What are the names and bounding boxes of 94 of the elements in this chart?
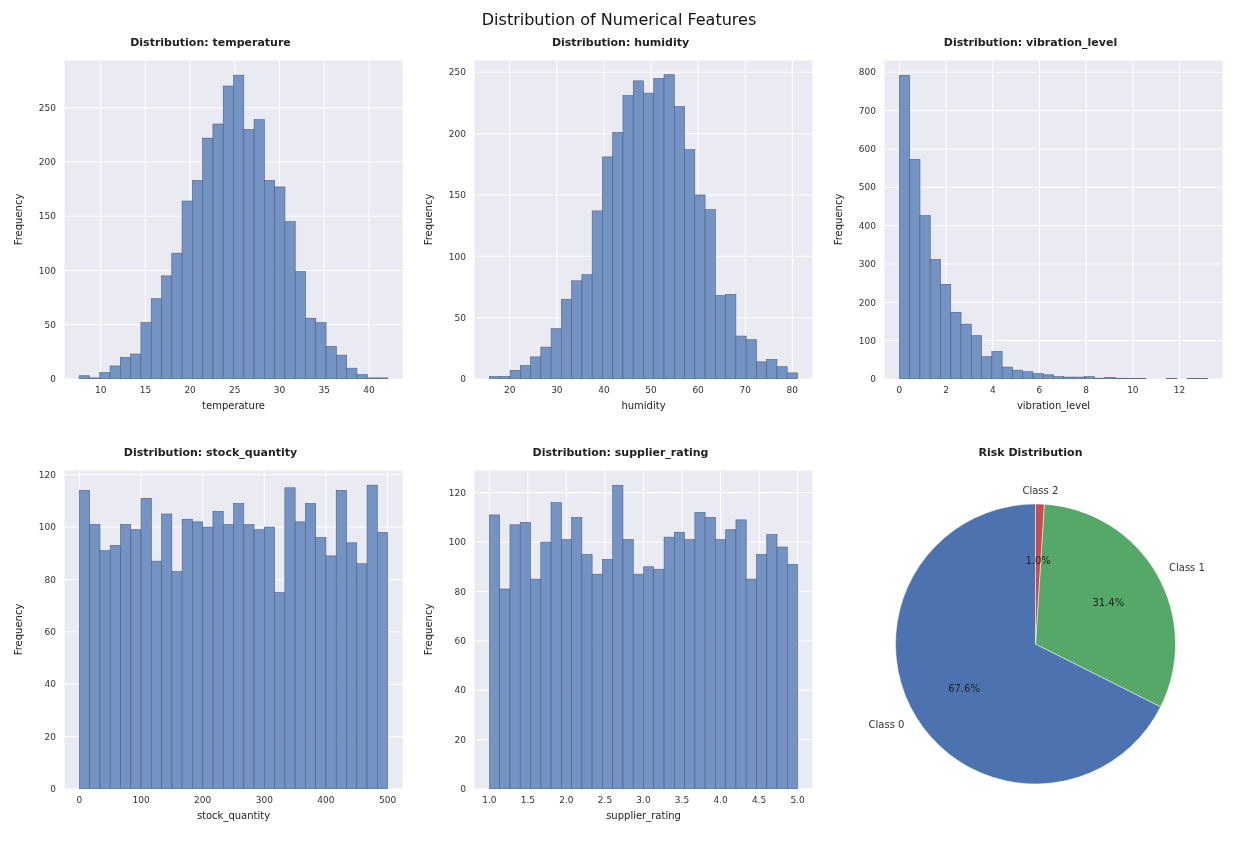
- x-tick-label: 20: [504, 385, 516, 396]
- chart-title: Distribution: humidity: [550, 36, 691, 51]
- y-axis-title: Frequency: [12, 603, 24, 656]
- y-axis-title: Frequency: [422, 603, 434, 656]
- x-tick-label: 20: [184, 385, 197, 396]
- y-tick-label: 0: [460, 374, 467, 385]
- y-tick-label: 250: [38, 102, 57, 113]
- y-tick-label: 40: [44, 679, 57, 690]
- x-tick-label: 15: [139, 385, 152, 396]
- x-tick-label: 70: [739, 385, 752, 396]
- y-tick-label: 80: [454, 586, 467, 597]
- x-axis-title: stock_quantity: [196, 810, 271, 822]
- y-tick-label: 120: [448, 487, 467, 498]
- y-tick-label: 250: [448, 67, 467, 78]
- x-tick-label: 40: [363, 385, 376, 396]
- y-axis-title: Frequency: [422, 193, 434, 246]
- x-tick-label: 300: [255, 795, 274, 806]
- x-tick-label: 3.5: [674, 795, 690, 806]
- x-tick-label: 4.0: [713, 795, 728, 806]
- slice-label: Class 1: [1169, 561, 1205, 573]
- x-tick-label: 40: [598, 385, 610, 396]
- y-tick-label: 200: [858, 297, 877, 308]
- data-label: 31.4%: [1092, 596, 1125, 608]
- y-tick-label: 700: [858, 105, 877, 116]
- x-tick-label: 10: [1127, 385, 1139, 396]
- y-tick-label: 300: [858, 259, 877, 270]
- x-tick-label: 0: [896, 385, 903, 396]
- y-tick-label: 60: [454, 636, 467, 647]
- text: Distribution of Numerical Features: [480, 10, 758, 29]
- y-tick-label: 50: [44, 319, 57, 330]
- x-tick-label: 4: [989, 385, 996, 396]
- x-tick-label: 100: [132, 795, 150, 806]
- x-axis-title: supplier_rating: [606, 810, 681, 822]
- y-tick-label: 100: [38, 265, 57, 276]
- y-tick-label: 200: [38, 157, 57, 168]
- x-tick-label: 500: [379, 795, 397, 806]
- y-tick-label: 80: [44, 574, 57, 585]
- x-tick-label: 400: [317, 795, 335, 806]
- slice-label: Class 2: [1022, 484, 1059, 496]
- y-tick-label: 20: [44, 731, 57, 742]
- chart-title: Distribution: vibration_level: [942, 36, 1119, 51]
- y-axis-title: Frequency: [832, 193, 844, 246]
- y-tick-label: 150: [38, 211, 57, 222]
- y-tick-label: 0: [50, 374, 57, 385]
- y-tick-label: 0: [870, 374, 877, 385]
- chart-title: Distribution: supplier_rating: [531, 446, 710, 461]
- x-tick-label: 60: [692, 385, 705, 396]
- x-axis-title: temperature: [202, 400, 265, 411]
- y-tick-label: 200: [448, 128, 467, 139]
- x-axis-title: humidity: [621, 400, 666, 411]
- x-tick-label: 2.0: [559, 795, 574, 806]
- x-tick-label: 12: [1173, 385, 1186, 396]
- x-tick-label: 0: [76, 795, 83, 806]
- data-label: 67.6%: [948, 682, 980, 694]
- x-tick-label: 200: [194, 795, 212, 806]
- data-label: 1.0%: [1025, 554, 1051, 566]
- chart-title: Distribution: temperature: [129, 36, 292, 51]
- x-tick-label: 4.5: [751, 795, 767, 806]
- y-tick-label: 800: [858, 67, 877, 78]
- x-tick-label: 2.5: [597, 795, 613, 806]
- y-tick-label: 40: [454, 685, 467, 696]
- y-tick-label: 150: [448, 190, 467, 201]
- chart-title: Risk Distribution: [977, 446, 1084, 461]
- y-tick-label: 60: [44, 627, 57, 638]
- x-tick-label: 35: [318, 385, 331, 396]
- y-tick-label: 500: [858, 182, 877, 193]
- x-tick-label: 50: [645, 385, 658, 396]
- slice-label: Class 0: [868, 719, 905, 731]
- y-tick-label: 0: [50, 784, 57, 795]
- x-tick-label: 3.0: [636, 795, 651, 806]
- x-tick-label: 1.0: [482, 795, 497, 806]
- x-tick-label: 2: [943, 385, 949, 396]
- y-tick-label: 400: [858, 220, 877, 231]
- y-tick-label: 120: [38, 469, 57, 480]
- x-tick-label: 6: [1036, 385, 1043, 396]
- x-tick-label: 5.0: [790, 795, 806, 806]
- x-tick-label: 30: [551, 385, 563, 396]
- x-tick-label: 1.5: [520, 795, 536, 806]
- x-tick-label: 80: [786, 385, 799, 396]
- x-tick-label: 30: [273, 385, 286, 396]
- y-tick-label: 20: [454, 734, 467, 745]
- y-tick-label: 100: [448, 251, 467, 262]
- y-tick-label: 100: [858, 335, 877, 346]
- x-tick-label: 25: [229, 385, 241, 396]
- x-tick-label: 8: [1083, 385, 1090, 396]
- y-tick-label: 100: [38, 522, 57, 533]
- x-axis-title: vibration_level: [1016, 400, 1091, 412]
- y-tick-label: 0: [460, 784, 467, 795]
- x-tick-label: 10: [94, 385, 107, 396]
- y-axis-title: Frequency: [12, 193, 24, 246]
- y-tick-label: 600: [858, 144, 877, 155]
- y-tick-label: 50: [454, 312, 467, 323]
- y-tick-label: 100: [448, 537, 467, 548]
- chart-title: Distribution: stock_quantity: [122, 446, 299, 461]
